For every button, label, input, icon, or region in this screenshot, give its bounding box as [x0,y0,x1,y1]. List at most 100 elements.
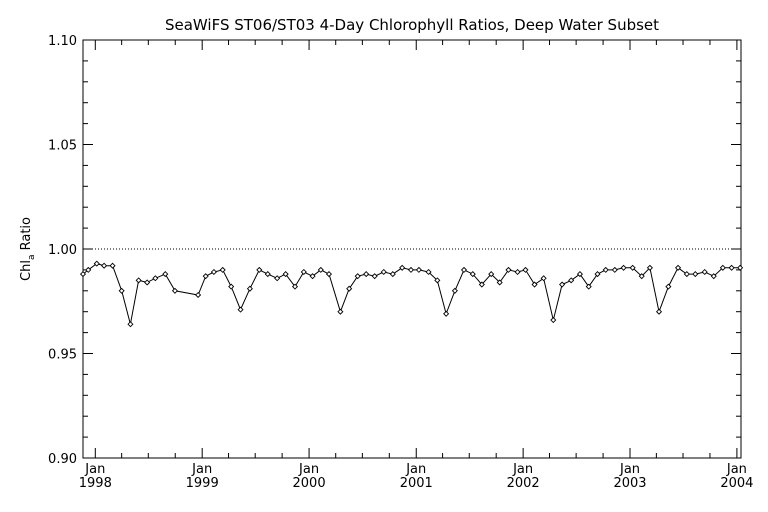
y-tick-label: 1.10 [48,34,77,49]
data-point [531,281,538,288]
data-point [469,271,476,278]
y-tick-label: 0.90 [48,452,77,467]
y-axis-label-main: Chl [19,260,34,281]
data-point [152,275,159,282]
data-point [79,271,87,278]
x-tick-month: Jan [298,462,319,477]
data-point [300,268,307,276]
x-tick-year: 1999 [186,476,219,491]
data-point [576,271,583,278]
data-point [425,268,432,276]
data-point [478,281,485,288]
x-tick-month: Jan [512,462,533,477]
data-point [354,273,361,280]
data-point [655,308,663,315]
data-point [407,266,415,273]
y-axis-label-subscript: a [27,255,37,261]
y-axis-label: Chla Ratio [19,217,37,281]
y-axis: 0.90 0.95 1.00 1.05 1.10 [48,34,741,467]
data-point [228,283,235,290]
data-point [309,273,316,280]
data-point [522,266,529,273]
data-point [675,264,682,271]
data-point [219,266,226,273]
data-point [144,279,151,286]
data-point [683,271,690,278]
data-point [109,262,116,269]
data-point [380,268,387,276]
series-0 [79,260,744,328]
data-point [460,266,468,273]
data-point [496,279,503,286]
data-point [210,268,217,276]
data-point [568,277,575,284]
x-tick-month: Jan [726,462,747,477]
chart-title: SeaWiFS ST06/ST03 4-Day Chlorophyll Rati… [165,16,659,34]
data-point [559,281,566,288]
data-point [488,271,495,278]
data-point [274,275,281,282]
data-point [127,321,134,328]
data-point [237,306,244,313]
data-point [451,287,458,294]
data-point [93,260,100,267]
data-point [118,287,125,294]
data-point [719,264,726,271]
data-point [399,264,406,271]
data-point [620,264,627,271]
data-point [291,283,299,290]
data-point [85,266,92,273]
data-point [162,271,169,278]
data-point [629,264,636,271]
data-point [540,275,547,282]
data-point [246,285,253,292]
data-point [171,287,178,294]
data-point [434,277,441,284]
data-point [317,266,324,273]
x-tick-month: Jan [84,462,105,477]
data-point [282,271,289,278]
x-tick-year: 2001 [400,476,433,491]
data-point [710,273,717,280]
data-point [550,317,557,324]
data-point [325,271,333,278]
data-point [602,266,609,273]
x-tick-month: Jan [191,462,212,477]
x-tick-month: Jan [405,462,426,477]
data-point [665,283,672,290]
y-tick-label: 0.95 [48,348,77,363]
data-point [346,285,353,292]
x-tick-year: 1998 [79,476,112,491]
data-point [195,291,202,299]
y-tick-label: 1.05 [48,139,77,154]
data-point [101,262,108,269]
x-tick-year: 2003 [613,476,646,491]
data-point [264,271,271,278]
x-tick-year: 2002 [507,476,540,491]
data-point [202,273,209,280]
data-point [611,266,618,273]
data-point [692,271,699,278]
y-axis-label-rest: Ratio [19,217,34,255]
x-tick-year: 2004 [720,476,753,491]
data-point [337,308,344,315]
data-point [256,266,263,273]
data-point [585,283,592,290]
series-line [82,263,741,325]
data-point [443,310,450,317]
data-point [371,273,378,280]
data-point [638,273,645,280]
plot-frame [82,39,742,459]
data-point [728,264,735,271]
data-point [646,264,653,271]
y-tick-label: 1.00 [48,243,77,258]
data-point [389,271,396,278]
data-point [514,268,521,276]
data-point [363,271,370,278]
x-tick-year: 2000 [293,476,326,491]
x-tick-month: Jan [619,462,640,477]
data-point [594,271,601,278]
data-point [505,266,512,273]
data-point [737,264,744,271]
